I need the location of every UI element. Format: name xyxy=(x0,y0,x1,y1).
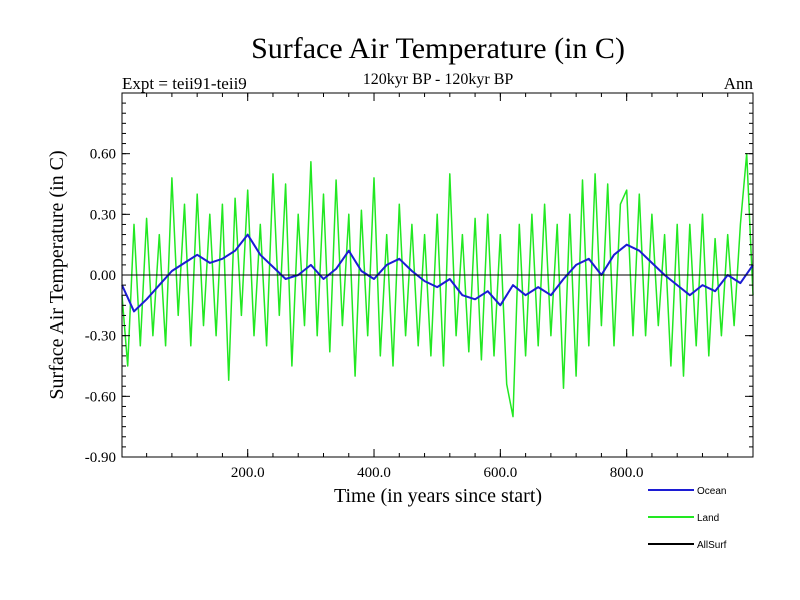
y-tick-label: 0.00 xyxy=(90,268,116,284)
season-label: Ann xyxy=(724,74,754,93)
chart-title: Surface Air Temperature (in C) xyxy=(251,32,625,65)
y-tick-label: 0.30 xyxy=(90,207,116,223)
x-tick-label: 600.0 xyxy=(483,465,517,481)
x-tick-label: 200.0 xyxy=(231,465,265,481)
chart-subtitle: 120kyr BP - 120kyr BP xyxy=(363,71,514,88)
x-tick-label: 800.0 xyxy=(610,465,644,481)
y-tick-label: -0.30 xyxy=(85,329,116,345)
axes: -0.90 -0.60 -0.30 0.00 0.30 0.60 200.0 400.0 600… xyxy=(85,92,753,481)
legend-label-ocean: Ocean xyxy=(697,486,726,497)
x-axis-label: Time (in years since start) xyxy=(334,485,542,507)
y-tick-label: 0.60 xyxy=(90,147,116,163)
experiment-label: Expt = teii91-teii9 xyxy=(122,74,247,93)
x-tick-label: 400.0 xyxy=(357,465,391,481)
legend: Ocean Land AllSurf xyxy=(648,486,727,551)
legend-label-land: Land xyxy=(697,513,719,524)
series-line-land xyxy=(121,152,754,418)
series-line-ocean xyxy=(121,233,754,313)
plot-frame xyxy=(121,92,754,458)
series-lines xyxy=(121,152,754,418)
legend-label-allsurf: AllSurf xyxy=(697,540,727,551)
y-tick-label: -0.90 xyxy=(85,450,116,466)
y-axis-label: Surface Air Temperature (in C) xyxy=(46,150,68,399)
y-tick-label: -0.60 xyxy=(85,389,116,405)
